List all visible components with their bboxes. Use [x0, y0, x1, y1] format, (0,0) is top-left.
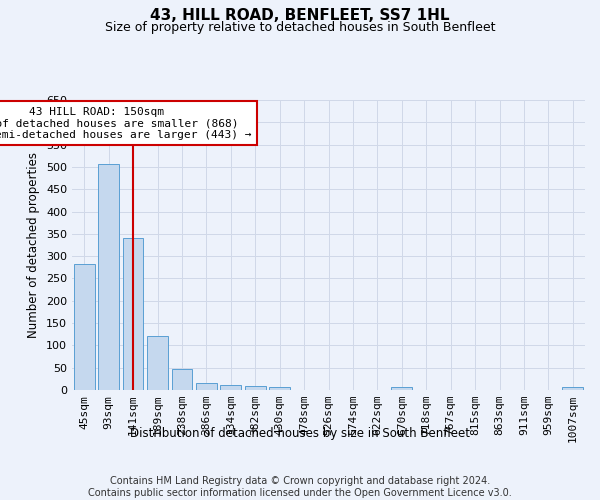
Bar [220, 385, 241, 390]
Text: Distribution of detached houses by size in South Benfleet: Distribution of detached houses by size … [130, 428, 470, 440]
Text: 43, HILL ROAD, BENFLEET, SS7 1HL: 43, HILL ROAD, BENFLEET, SS7 1HL [150, 8, 450, 22]
Bar [269, 387, 290, 390]
Bar [245, 386, 266, 390]
Text: Contains HM Land Registry data © Crown copyright and database right 2024.
Contai: Contains HM Land Registry data © Crown c… [88, 476, 512, 498]
Bar [196, 383, 217, 390]
Bar [98, 164, 119, 390]
Bar [147, 336, 168, 390]
Bar [74, 264, 95, 390]
Y-axis label: Number of detached properties: Number of detached properties [28, 152, 40, 338]
Bar [391, 387, 412, 390]
Bar [562, 387, 583, 390]
Bar [172, 369, 193, 390]
Bar [122, 238, 143, 390]
Text: 43 HILL ROAD: 150sqm
← 66% of detached houses are smaller (868)
34% of semi-deta: 43 HILL ROAD: 150sqm ← 66% of detached h… [0, 106, 251, 140]
Text: Size of property relative to detached houses in South Benfleet: Size of property relative to detached ho… [105, 21, 495, 34]
